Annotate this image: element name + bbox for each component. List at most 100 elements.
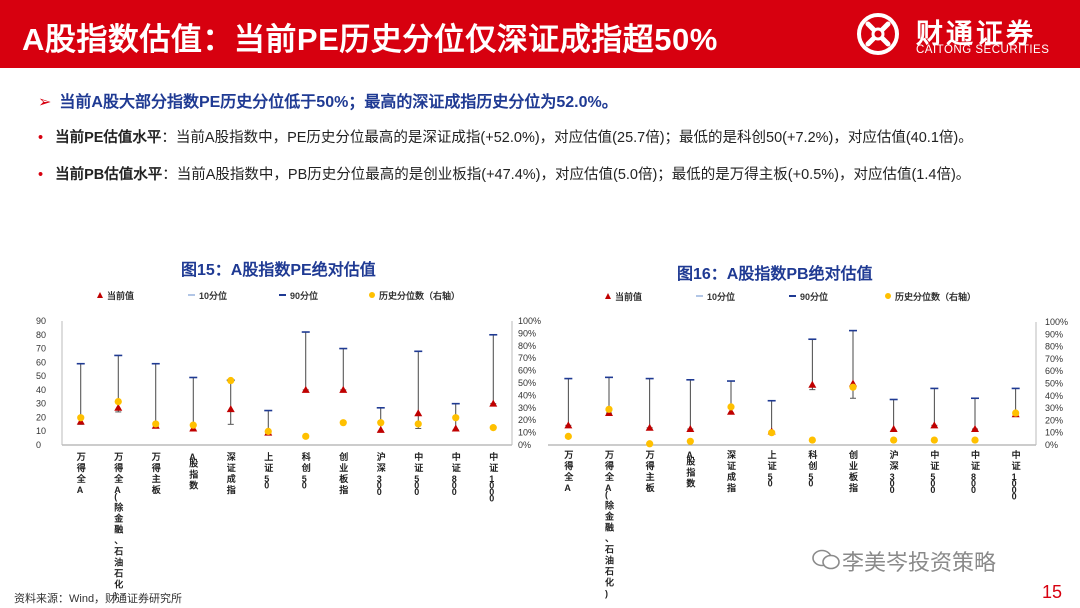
y-tick-label: 10 [36,426,46,436]
current-value-marker [686,425,695,433]
category-label: 万得主板 [151,452,162,495]
page-number: 15 [1042,582,1063,602]
legend-label: 90分位 [290,290,318,301]
legend-current-marker [97,292,103,298]
percentile-point [971,436,979,444]
percentile-point [768,429,776,437]
percentile-point [152,420,160,428]
category-label: 中证 8 0 0 [971,449,980,495]
percentile-point [686,437,694,445]
y2-tick-label: 80% [1045,342,1063,352]
category-label: 创业板指 [848,449,859,493]
category-label: A 股指数 [686,450,696,489]
current-value-marker [971,425,979,433]
percentile-point [377,419,385,427]
current-value-marker [376,425,385,433]
header-bar: A股指数估值：当前PE历史分位仅深证成指超50% 财通证券 CAITONG SE… [0,0,1080,68]
current-value-marker [414,409,423,417]
category-label: 上证 5 0 [768,449,777,489]
pb-text: ：当前A股指数中，PB历史分位最高的是创业板指(+47.4%)，对应估值(5.0… [162,167,971,183]
category-label: 科创 5 0 [807,449,817,489]
current-value-marker [605,409,613,417]
current-value-marker [767,427,776,435]
current-value-marker [264,428,273,436]
y2-tick-label: 60% [518,366,536,376]
y2-tick-label: 70% [518,353,536,363]
chart-title-pb: 图16：A股指数PB绝对估值 [677,266,873,283]
legend-label: 当前值 [107,290,134,301]
category-label: 中证 5 0 0 [414,451,423,497]
percentile-point [564,432,572,440]
y2-tick-label: 90% [518,328,536,338]
category-label: 科创 5 0 [301,451,311,491]
page-title: A股指数估值：当前PE历史分位仅深证成指超50% [22,22,718,57]
category-label: 万得全 A [563,450,574,493]
percentile-point [302,432,310,440]
category-label: 万得全 A (除金融、石油石化) [113,452,124,601]
pb-lead: 当前PB估值水平 [55,167,163,183]
category-label: 深证成指 [227,451,236,495]
legend-label: 90分位 [800,291,828,302]
category-label: 沪深 3 0 0 [890,449,899,495]
y2-tick-label: 50% [518,378,536,388]
y2-tick-label: 90% [1045,329,1063,339]
legend-label: 历史分位数（右轴） [895,291,976,302]
y2-tick-label: 80% [518,341,536,351]
bullet-dot-icon: • [38,130,44,146]
legend-label: 当前值 [615,291,642,302]
wechat-icon [812,549,840,570]
percentile-point [339,419,347,427]
y2-tick-label: 0% [518,440,531,450]
current-value-marker [645,423,654,431]
category-label: A 股指数 [189,452,199,491]
main-bullet-text: 当前A股大部分指数PE历史分位低于50%；最高的深证成指历史分位为52.0%。 [59,94,618,111]
y-tick-label: 90 [36,316,46,326]
current-value-marker [226,405,235,413]
y2-tick-label: 60% [1045,366,1063,376]
percentile-point [189,421,197,429]
percentile-point [849,383,857,391]
percentile-point [414,420,422,428]
current-value-marker [930,421,939,429]
pe-bullet: • 当前PE估值水平：当前A股指数中，PE历史分位最高的是深证成指(+52.0%)… [38,126,973,147]
percentile-point [489,424,497,432]
category-label: 中证 1 0 0 0 [1012,449,1021,502]
y-tick-label: 20 [36,412,46,422]
y2-tick-label: 100% [518,316,541,326]
percentile-point [727,403,735,411]
percentile-point [264,427,272,435]
watermark: 李美岑投资策略 [842,550,997,575]
percentile-point [605,405,613,413]
bullet-dot-icon: • [38,167,44,183]
percentile-point [227,376,235,385]
category-label: 万得全 A [76,452,87,495]
percentile-point [1012,409,1020,417]
current-value-marker [489,399,498,407]
source-note: 资料来源：Wind，财通证券研究所 [14,593,183,605]
y2-tick-label: 20% [518,415,536,425]
legend-label: 10分位 [199,290,227,301]
y2-tick-label: 20% [1045,415,1063,425]
y-tick-label: 30 [36,399,46,409]
y-tick-label: 50 [36,371,46,381]
current-value-marker [889,425,898,433]
y2-tick-label: 10% [1045,428,1063,438]
current-value-marker [301,385,310,393]
category-label: 上证 5 0 [264,451,273,491]
y-tick-label: 0 [36,440,41,450]
percentile-point [646,440,654,448]
percentile-point [77,414,85,422]
arrow-icon: ➢ [38,94,52,111]
y2-tick-label: 30% [518,403,536,413]
pe-lead: 当前PE估值水平 [55,130,162,146]
current-value-marker [76,417,85,425]
caitong-logo-icon [857,13,899,55]
pe-text: ：当前A股指数中，PE历史分位最高的是深证成指(+52.0%)，对应估值(25.… [161,130,973,146]
current-value-marker [564,421,573,429]
y-tick-label: 80 [36,330,46,340]
percentile-point [808,436,816,444]
y-tick-label: 40 [36,385,46,395]
y2-tick-label: 100% [1045,317,1068,327]
current-value-marker [339,385,348,393]
current-value-marker [151,421,160,429]
